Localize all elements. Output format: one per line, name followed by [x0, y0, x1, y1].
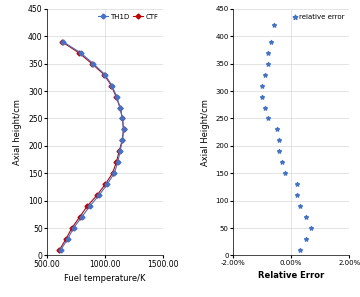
CTF — [118, 106, 122, 109]
TH1D — [91, 62, 95, 65]
CTF — [60, 40, 64, 44]
TH1D — [118, 106, 122, 109]
X-axis label: Fuel temperature/K: Fuel temperature/K — [64, 274, 146, 283]
CTF — [121, 128, 126, 131]
TH1D — [110, 84, 114, 87]
relative error — [297, 204, 303, 208]
CTF — [120, 139, 124, 142]
relative error — [303, 237, 309, 241]
Y-axis label: Axial height/cm: Axial height/cm — [13, 99, 22, 165]
relative error — [309, 226, 314, 230]
CTF — [120, 117, 125, 120]
relative error — [274, 127, 279, 132]
TH1D — [78, 51, 83, 55]
relative error — [282, 171, 288, 176]
relative error — [265, 61, 271, 66]
TH1D — [118, 150, 122, 153]
Legend: relative error: relative error — [292, 12, 346, 21]
relative error — [265, 50, 271, 55]
relative error — [276, 149, 282, 154]
relative error — [276, 138, 282, 143]
TH1D — [116, 160, 120, 164]
relative error — [294, 193, 300, 198]
relative error — [297, 248, 303, 252]
CTF — [90, 62, 94, 65]
CTF — [114, 95, 118, 98]
CTF — [95, 193, 99, 197]
CTF — [85, 204, 89, 208]
CTF — [69, 226, 74, 230]
TH1D — [120, 117, 125, 120]
Y-axis label: Axial Height/cm: Axial Height/cm — [201, 99, 210, 166]
TH1D — [80, 215, 84, 219]
TH1D — [88, 204, 92, 208]
X-axis label: Relative Error: Relative Error — [258, 271, 324, 280]
TH1D — [105, 182, 109, 186]
relative error — [279, 160, 285, 165]
CTF — [114, 160, 118, 164]
TH1D — [97, 193, 101, 197]
TH1D — [120, 139, 125, 142]
TH1D — [112, 171, 116, 175]
TH1D — [71, 226, 76, 230]
TH1D — [61, 40, 65, 44]
CTF — [57, 248, 62, 252]
TH1D — [121, 128, 126, 131]
CTF — [77, 215, 82, 219]
CTF — [103, 182, 108, 186]
CTF — [77, 51, 81, 55]
relative error — [268, 40, 274, 44]
CTF — [109, 84, 113, 87]
relative error — [303, 215, 309, 219]
CTF — [111, 171, 115, 175]
CTF — [102, 73, 106, 76]
relative error — [262, 72, 268, 77]
relative error — [294, 182, 300, 187]
CTF — [64, 237, 68, 241]
relative error — [259, 83, 265, 88]
relative error — [262, 105, 268, 110]
relative error — [265, 116, 271, 121]
relative error — [271, 23, 276, 28]
TH1D — [59, 248, 63, 252]
Line: CTF: CTF — [58, 40, 125, 252]
TH1D — [66, 237, 70, 241]
TH1D — [103, 73, 107, 76]
relative error — [259, 94, 265, 99]
Line: TH1D: TH1D — [59, 40, 125, 252]
Legend: TH1D, CTF: TH1D, CTF — [96, 12, 159, 21]
TH1D — [114, 95, 119, 98]
CTF — [117, 150, 121, 153]
